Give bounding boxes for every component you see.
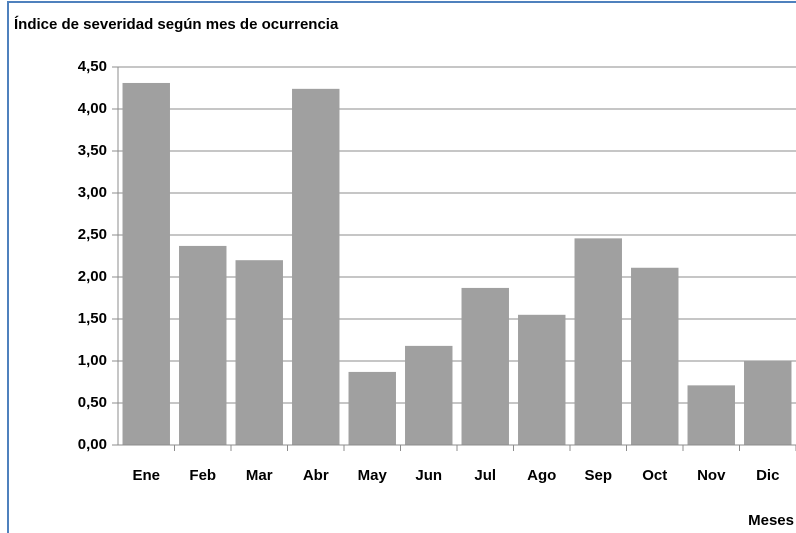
- x-tick-label: Jul: [474, 467, 496, 484]
- bar: [687, 385, 735, 445]
- chart-title: Índice de severidad según mes de ocurren…: [14, 16, 339, 33]
- y-tick-label: 0,00: [78, 436, 107, 453]
- x-tick-label: Mar: [246, 467, 273, 484]
- y-tick-label: 4,00: [78, 100, 107, 117]
- bar: [574, 238, 622, 445]
- x-tick-label: May: [358, 467, 388, 484]
- x-tick-label: Jun: [415, 467, 442, 484]
- y-tick-label: 4,50: [78, 58, 107, 75]
- x-tick-label: Oct: [642, 467, 667, 484]
- y-tick-label: 2,00: [78, 268, 107, 285]
- bar: [631, 267, 679, 445]
- bar: [405, 345, 453, 445]
- x-tick-label: Ene: [132, 467, 160, 484]
- x-tick-label: Nov: [697, 467, 726, 484]
- y-tick-label: 3,50: [78, 142, 107, 159]
- x-tick-label: Abr: [303, 467, 329, 484]
- bar: [292, 88, 340, 445]
- bar: [518, 314, 566, 445]
- bar: [122, 82, 170, 446]
- x-tick-label: Sep: [584, 467, 612, 484]
- bar: [235, 260, 283, 445]
- bar: [461, 287, 509, 445]
- frame: [7, 1, 796, 533]
- bar: [744, 361, 792, 445]
- y-tick-label: 1,50: [78, 310, 107, 327]
- y-tick-label: 3,00: [78, 184, 107, 201]
- bar: [348, 371, 396, 445]
- x-tick-label: Ago: [527, 467, 556, 484]
- x-tick-label: Dic: [756, 467, 779, 484]
- y-tick-label: 1,00: [78, 352, 107, 369]
- y-tick-label: 2,50: [78, 226, 107, 243]
- x-axis-label: Meses: [748, 512, 794, 529]
- bar: [179, 245, 227, 445]
- y-tick-label: 0,50: [78, 394, 107, 411]
- x-tick-label: Feb: [189, 467, 216, 484]
